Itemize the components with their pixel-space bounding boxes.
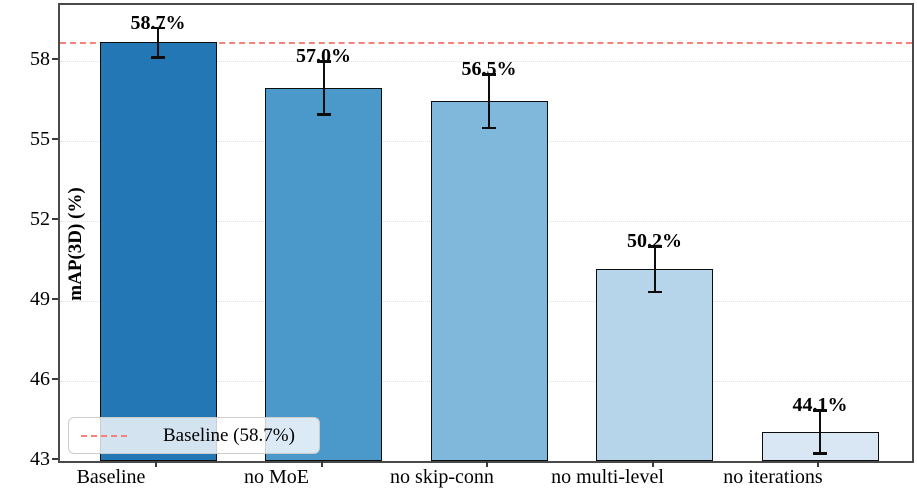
bar-no skip-conn (430, 101, 548, 461)
y-tick-mark (52, 458, 58, 460)
error-bar-cap (316, 113, 331, 116)
x-tick-mark (486, 461, 488, 467)
bar-no MoE (265, 87, 382, 461)
x-tick-label: no iterations (723, 466, 823, 488)
bar-no multi-level (596, 269, 713, 461)
baseline-reference-line (60, 42, 912, 45)
y-tick-label: 49 (30, 288, 50, 310)
bar-Baseline (99, 42, 217, 461)
error-bar-cap (151, 56, 165, 59)
error-bar-cap (813, 452, 827, 455)
y-tick-mark (52, 378, 58, 380)
error-bar (322, 61, 325, 115)
y-tick-label: 58 (30, 48, 50, 70)
x-tick-mark (817, 461, 819, 467)
x-tick-label: Baseline (76, 466, 146, 488)
error-bar (488, 74, 490, 128)
error-bar-cap (316, 60, 331, 63)
y-tick-mark (52, 298, 58, 300)
error-bar-cap (151, 26, 165, 30)
error-bar-cap (813, 409, 827, 412)
bar-value-label: 50.2% (627, 230, 682, 253)
error-bar-cap (482, 73, 496, 76)
y-tick-label: 55 (30, 128, 50, 150)
bar-value-label: 58.7% (130, 11, 186, 34)
y-tick-mark (52, 138, 58, 140)
y-tick-mark (52, 58, 58, 60)
bar-value-label: 56.5% (461, 58, 517, 81)
x-tick-label: no skip-conn (390, 466, 494, 488)
y-tick-label: 43 (30, 448, 50, 470)
error-bar-cap (482, 126, 496, 130)
legend: Baseline (58.7%) (68, 417, 320, 454)
error-bar-cap (647, 290, 662, 294)
y-tick-label: 46 (30, 368, 50, 390)
y-gridline (60, 61, 912, 62)
error-bar (157, 27, 159, 57)
legend-label: Baseline (58.7%) (163, 424, 295, 446)
baseline-dashed-line-icon (81, 434, 127, 437)
y-tick-mark (52, 218, 58, 220)
y-tick-label: 52 (30, 208, 50, 230)
x-tick-mark (320, 461, 323, 467)
y-axis-title: mAP(3D) (%) (65, 187, 86, 301)
x-tick-label: no MoE (244, 466, 309, 488)
bar-value-label: 57.0% (296, 45, 351, 67)
bar-value-label: 44.1% (792, 394, 848, 417)
x-tick-mark (155, 461, 157, 467)
plot-area: mAP(3D) (%) 58.7% 57.0% 56.5% 50.2% 44.1% (58, 3, 914, 463)
error-bar (653, 246, 656, 292)
x-tick-label: no multi-level (551, 466, 664, 488)
error-bar (819, 410, 821, 453)
error-bar-cap (647, 245, 662, 248)
x-tick-mark (651, 461, 654, 467)
